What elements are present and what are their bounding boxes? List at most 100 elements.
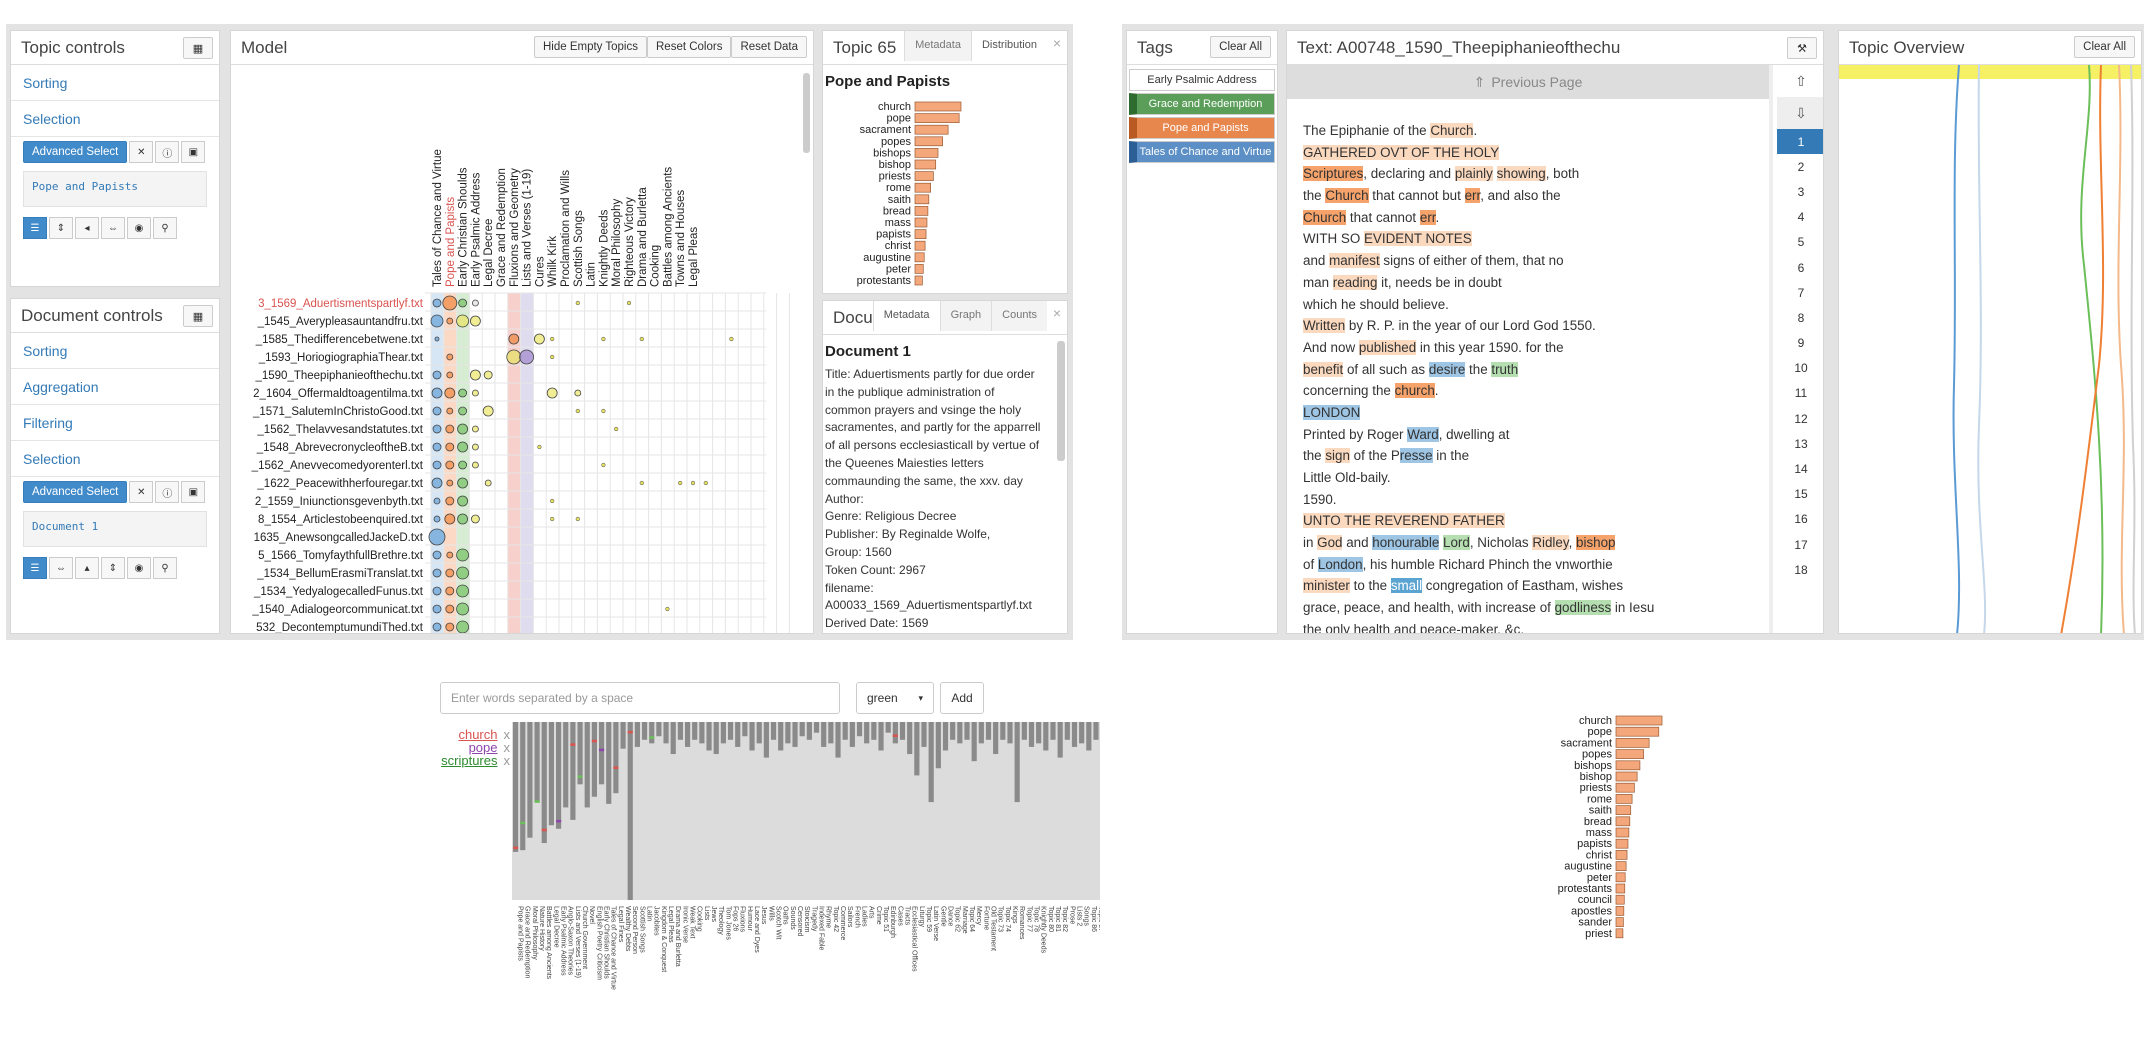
highlighted-word[interactable]: honourable (1372, 535, 1440, 551)
page-number[interactable]: 15 (1794, 487, 1808, 502)
eye-icon[interactable]: ◉ (127, 217, 151, 239)
page-number[interactable]: 2 (1797, 159, 1805, 174)
color-select[interactable]: green ▾ (856, 682, 934, 714)
page-number[interactable]: 16 (1794, 512, 1808, 527)
topic-advanced-select-button[interactable]: Advanced Select (23, 141, 128, 163)
topic-selection-link[interactable]: Selection (11, 101, 219, 137)
page-number[interactable]: 12 (1794, 411, 1808, 426)
highlighted-word[interactable]: Church (1325, 188, 1369, 204)
expand-icon[interactable]: ⇔ (101, 217, 125, 239)
tag-pope-papists[interactable]: Pope and Papists (1129, 117, 1275, 139)
highlighted-word[interactable]: Written (1303, 318, 1346, 334)
page-number[interactable]: 10 (1794, 361, 1808, 376)
tab-distribution[interactable]: Distribution (970, 31, 1047, 61)
list-view-icon[interactable]: ☰ (23, 557, 47, 579)
remove-term-icon[interactable]: x (503, 740, 511, 755)
highlighted-word[interactable]: showing (1496, 166, 1546, 182)
page-up-icon[interactable]: ⇧ (1795, 72, 1807, 89)
list-view-icon[interactable]: ☰ (23, 217, 47, 239)
page-number[interactable]: 8 (1797, 310, 1805, 325)
doc-selection-link[interactable]: Selection (11, 441, 219, 477)
highlighted-word[interactable]: GATHERED OVT OF THE HOLY (1303, 144, 1500, 160)
highlighted-word[interactable]: benefit (1303, 361, 1344, 377)
tab-doc-metadata[interactable]: Metadata (872, 301, 940, 331)
topic-selection-box[interactable]: Pope and Papists (23, 171, 207, 207)
save-icon[interactable]: ▣ (181, 141, 206, 163)
page-number[interactable]: 3 (1797, 184, 1805, 199)
remove-term-icon[interactable]: x (503, 727, 511, 742)
wrench-icon[interactable]: ⚒ (1787, 37, 1817, 59)
page-number[interactable]: 7 (1797, 285, 1805, 300)
tab-counts[interactable]: Counts (991, 301, 1047, 331)
tab-graph[interactable]: Graph (939, 301, 992, 331)
highlighted-word[interactable]: plainly (1454, 166, 1493, 182)
remove-term-icon[interactable]: x (503, 753, 511, 768)
topic-sorting-link[interactable]: Sorting (11, 65, 219, 101)
doc-selection-box[interactable]: Document 1 (23, 511, 207, 547)
query-term[interactable]: scriptures x (440, 754, 510, 767)
topic-overview-lines[interactable] (1839, 65, 2142, 634)
highlighted-word[interactable]: resse (1399, 448, 1433, 464)
doc-sorting-link[interactable]: Sorting (11, 333, 219, 369)
page-number[interactable]: 6 (1797, 260, 1805, 275)
highlighted-word[interactable]: truth (1491, 361, 1519, 377)
page-number[interactable]: 1 (1777, 129, 1823, 155)
highlighted-word[interactable]: Ward (1407, 426, 1439, 442)
highlighted-word[interactable]: LONDON (1303, 404, 1361, 420)
save-icon[interactable]: ▣ (181, 481, 206, 503)
tag-tales-chance[interactable]: Tales of Chance and Virtue (1129, 141, 1275, 163)
highlighted-word[interactable]: UNTO THE REVEREND FATHER (1303, 513, 1505, 529)
highlighted-word[interactable]: err (1464, 188, 1481, 204)
highlighted-word[interactable]: Scriptures (1303, 166, 1364, 182)
highlighted-word[interactable]: Church (1430, 123, 1474, 138)
hide-empty-topics-button[interactable]: Hide Empty Topics (533, 36, 647, 58)
highlighted-word[interactable]: godliness (1554, 600, 1612, 616)
tag-early-psalmic[interactable]: Early Psalmic Address (1129, 69, 1275, 91)
highlighted-word[interactable]: desire (1428, 361, 1466, 377)
overview-clear-all-button[interactable]: Clear All (2074, 36, 2135, 58)
highlighted-word[interactable]: Lord (1443, 535, 1470, 551)
highlighted-word[interactable]: bishop (1576, 535, 1616, 551)
zoom-icon[interactable]: ⚲ (153, 217, 177, 239)
add-query-button[interactable]: Add (940, 682, 984, 714)
text-scrollbar[interactable] (1769, 65, 1773, 633)
eye-icon[interactable]: ◉ (127, 557, 151, 579)
topic-histogram[interactable]: Pope and Papists Grace and Redemption Mora… (0, 720, 1100, 1050)
doc-aggregation-link[interactable]: Aggregation (11, 369, 219, 405)
document-scrollbar[interactable] (1057, 341, 1065, 461)
sort-icon[interactable]: ⇕ (101, 557, 125, 579)
query-input[interactable]: Enter words separated by a space (440, 682, 840, 714)
highlighted-word[interactable]: sign (1325, 448, 1350, 464)
reset-data-button[interactable]: Reset Data (731, 36, 807, 58)
query-term[interactable]: church x (440, 728, 510, 741)
page-number[interactable]: 17 (1794, 537, 1808, 552)
previous-page-button[interactable]: ⇑ Previous Page (1287, 65, 1769, 99)
page-number[interactable]: 11 (1794, 386, 1808, 401)
doc-advanced-select-button[interactable]: Advanced Select (23, 481, 128, 503)
page-down-icon[interactable]: ⇩ (1777, 97, 1823, 129)
reset-colors-button[interactable]: Reset Colors (647, 36, 732, 58)
page-number[interactable]: 14 (1794, 462, 1808, 477)
highlighted-word[interactable]: London (1317, 556, 1363, 572)
page-number[interactable]: 13 (1794, 436, 1808, 451)
grid-menu-icon[interactable]: ▦ (183, 305, 213, 327)
highlighted-word[interactable]: published (1358, 339, 1417, 355)
page-number[interactable]: 18 (1794, 562, 1808, 577)
zoom-icon[interactable]: ⚲ (153, 557, 177, 579)
page-number[interactable]: 5 (1797, 235, 1805, 250)
close-icon[interactable]: × (1052, 35, 1061, 51)
grid-menu-icon[interactable]: ▦ (183, 37, 213, 59)
page-number[interactable]: 4 (1797, 210, 1805, 225)
highlighted-word[interactable]: manifest (1329, 253, 1380, 269)
left-icon[interactable]: ◂ (75, 217, 99, 239)
up-icon[interactable]: ▴ (75, 557, 99, 579)
query-term[interactable]: pope x (440, 741, 510, 754)
highlighted-word[interactable]: Ridley (1532, 535, 1569, 551)
highlighted-word[interactable]: EVIDENT NOTES (1364, 231, 1472, 247)
expand-icon[interactable]: ⇔ (49, 557, 73, 579)
topic-document-matrix[interactable]: Tales of Chance and Virtue Pope and Papis… (231, 65, 814, 634)
tab-metadata[interactable]: Metadata (904, 31, 971, 61)
highlighted-word[interactable]: reading (1332, 274, 1378, 290)
info-icon[interactable]: ⓘ (155, 481, 180, 503)
close-icon[interactable]: × (1052, 305, 1061, 321)
